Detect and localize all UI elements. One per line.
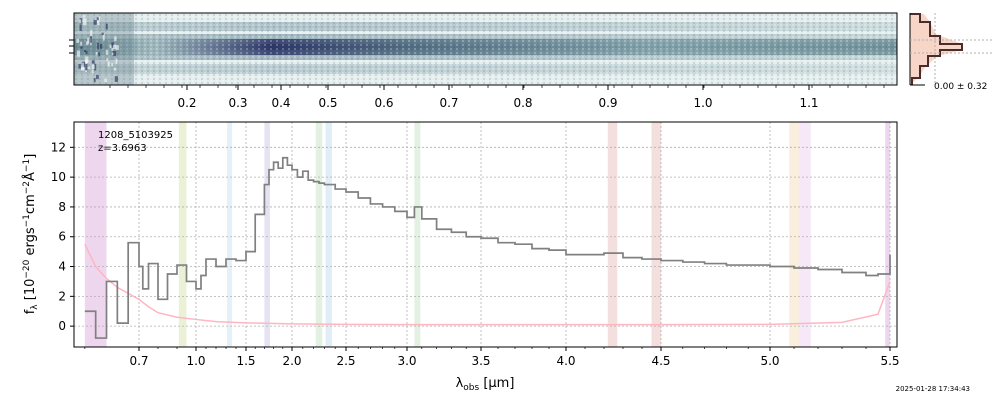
y-tick-label: 12: [51, 140, 66, 154]
band-11: [885, 122, 890, 347]
band-4: [315, 122, 323, 347]
y-tick-label: 6: [58, 230, 66, 244]
x-tick-label: 2.0: [282, 354, 301, 368]
band-2: [227, 122, 232, 347]
band-10: [798, 122, 811, 347]
x-tick-label: 1.5: [236, 354, 255, 368]
x-tick-label: 5.0: [760, 354, 779, 368]
band-6: [414, 122, 421, 347]
top-tick-label: 0.6: [374, 96, 393, 110]
top-tick-label: 0.7: [439, 96, 458, 110]
top-tick-label: 0.8: [513, 96, 532, 110]
y-tick-label: 0: [58, 319, 66, 333]
x-tick-group: 0.7 1.0 1.5 2.0 2.5 3.0 3.5 4.0 4.5 5.0 5.5: [84, 347, 900, 368]
x-tick-label: 4.5: [651, 354, 670, 368]
y-tick-label: 10: [51, 170, 66, 184]
top-tick-group: 0.2 0.3 0.4 0.5 0.6 0.7 0.8 0.9 1.0 1.1: [109, 85, 885, 110]
top-tick-label: 0.3: [228, 96, 247, 110]
profile-label: 0.00 ± 0.32: [934, 82, 987, 92]
2d-spectrum-panel: 0.2 0.3 0.4 0.5 0.6 0.7 0.8 0.9 1.0 1.1: [69, 12, 898, 110]
grid-lines: [74, 122, 897, 347]
emission-line-bands: [84, 122, 890, 347]
y-tick-label: 2: [58, 289, 66, 303]
x-tick-label: 4.0: [556, 354, 575, 368]
band-1: [178, 122, 187, 347]
redshift-label: z=3.6963: [98, 143, 147, 154]
top-tick-label: 0.4: [271, 96, 290, 110]
top-tick-label: 1.1: [799, 96, 818, 110]
1d-spectrum-panel: 0.7 1.0 1.5 2.0 2.5 3.0 3.5 4.0 4.5 5.0 5.5 0 2 4 6 8 1…: [22, 121, 970, 393]
top-tick-label: 0.2: [177, 96, 196, 110]
band-0: [84, 122, 107, 347]
timestamp: 2025-01-28 17:34:43: [896, 385, 970, 393]
plot-frame: [73, 121, 898, 348]
band-9: [789, 122, 799, 347]
x-tick-label: 3.0: [397, 354, 416, 368]
band-8: [651, 122, 661, 347]
band-7: [607, 122, 618, 347]
x-tick-label: 1.0: [186, 354, 205, 368]
x-tick-label: 2.5: [336, 354, 355, 368]
flux-line: [84, 156, 891, 339]
top-tick-label: 1.0: [693, 96, 712, 110]
x-tick-label: 3.5: [471, 354, 490, 368]
band-3: [264, 122, 270, 347]
profile-panel: 0.00 ± 0.32: [909, 13, 992, 92]
y-tick-label: 4: [58, 260, 66, 274]
top-tick-label: 0.9: [598, 96, 617, 110]
band-5: [325, 122, 332, 347]
x-axis-label: λobs [μm]: [456, 376, 515, 393]
object-id-label: 1208_5103925: [98, 130, 173, 141]
y-tick-group: 0 2 4 6 8 10 12: [51, 140, 74, 333]
y-tick-label: 8: [58, 200, 66, 214]
error-line: [84, 243, 891, 326]
x-tick-label: 0.7: [129, 354, 148, 368]
top-tick-label: 0.5: [318, 96, 337, 110]
x-tick-label: 5.5: [880, 354, 899, 368]
y-axis-label: fλ [10−20 ergs−1cm−2Å−1]: [22, 154, 40, 315]
